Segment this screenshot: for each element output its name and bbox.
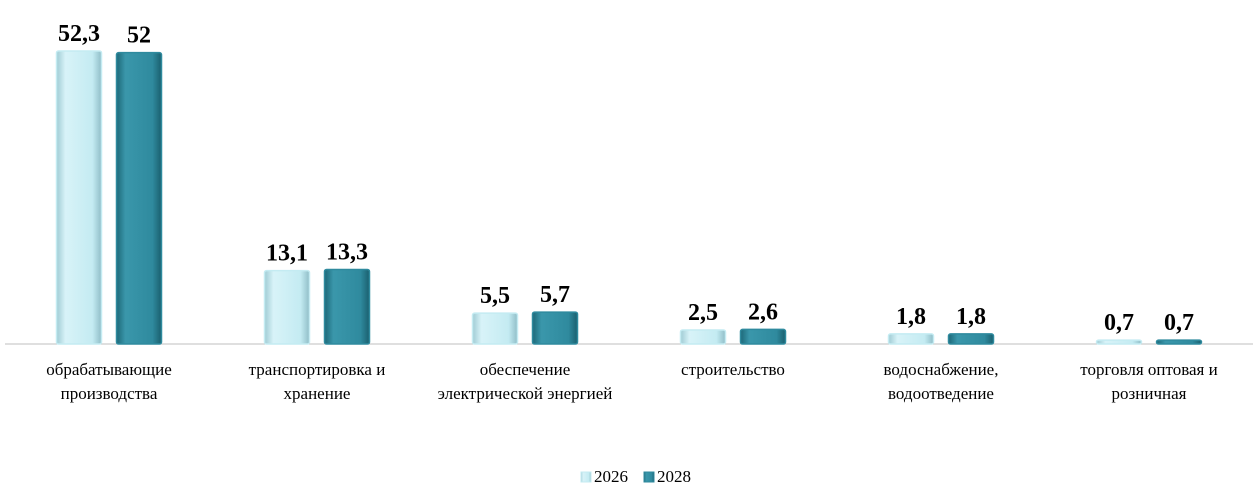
bar [887,333,935,345]
bar [531,311,579,345]
x-tick-label: обрабатывающие производства [46,360,172,403]
bar [947,333,995,345]
x-tick-label: торговля оптовая и розничная [1080,360,1218,403]
legend-label: 2028 [657,467,691,486]
bar [323,268,371,345]
value-label: 5,5 [480,283,510,309]
legend-swatch [643,471,655,483]
value-label: 2,5 [688,300,718,326]
value-label: 1,8 [896,304,926,330]
value-label: 0,7 [1164,310,1194,336]
bar [679,329,727,345]
x-tick-label: строительство [681,360,785,379]
value-label: 13,3 [326,239,368,265]
bar [115,51,163,345]
bar [739,328,787,345]
bar [55,50,103,345]
value-label: 5,7 [540,282,570,308]
value-label: 2,6 [748,299,778,325]
bar [263,269,311,345]
x-tick-label: водоснабжение, водоотведение [883,360,999,403]
bar [471,312,519,345]
value-label: 1,8 [956,304,986,330]
x-tick-label: обеспечение электрической энергией [437,360,613,403]
legend-label: 2026 [594,467,628,486]
value-label: 52 [127,23,151,49]
bar [1155,339,1203,345]
bar [1095,339,1143,345]
value-label: 52,3 [58,21,100,47]
value-label: 0,7 [1104,310,1134,336]
value-label: 13,1 [266,241,308,267]
legend-swatch [580,471,592,483]
x-tick-label: транспортировка и хранение [248,360,386,403]
